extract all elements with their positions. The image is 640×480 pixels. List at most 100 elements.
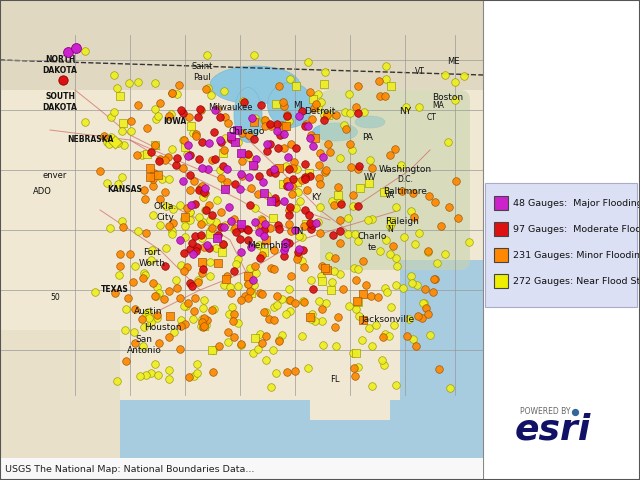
- Text: Detroit: Detroit: [304, 108, 336, 117]
- Point: [265, 140, 275, 148]
- Point: [172, 284, 182, 291]
- Point: [150, 360, 160, 368]
- Point: [430, 198, 440, 206]
- Point: [335, 216, 345, 224]
- Point: [167, 89, 177, 96]
- Point: [396, 161, 406, 168]
- Point: [216, 138, 226, 145]
- Point: [326, 278, 337, 286]
- Point: [95, 167, 105, 175]
- Text: Raleigh: Raleigh: [385, 217, 419, 227]
- Point: [282, 178, 292, 185]
- Point: [125, 117, 136, 125]
- Point: [353, 312, 364, 319]
- Point: [138, 186, 148, 193]
- Point: [185, 279, 195, 287]
- Point: [335, 240, 345, 247]
- Point: [358, 316, 368, 324]
- Point: [183, 141, 193, 148]
- Point: [125, 250, 135, 258]
- Bar: [400, 260, 483, 480]
- Point: [161, 244, 171, 252]
- Point: [308, 96, 318, 103]
- Point: [154, 289, 164, 297]
- Point: [274, 164, 284, 171]
- Point: [329, 201, 339, 209]
- Point: [287, 182, 297, 190]
- Point: [169, 328, 179, 336]
- Point: [121, 305, 131, 313]
- Point: [300, 122, 310, 130]
- Point: [207, 211, 218, 219]
- Point: [231, 260, 241, 268]
- Point: [204, 139, 214, 146]
- Point: [296, 257, 307, 265]
- Ellipse shape: [312, 123, 358, 141]
- Point: [344, 90, 354, 97]
- Point: [186, 122, 196, 130]
- Point: [381, 75, 392, 83]
- Point: [380, 92, 390, 99]
- Point: [236, 340, 246, 348]
- Point: [286, 227, 296, 235]
- Point: [335, 198, 345, 206]
- Point: [300, 175, 310, 183]
- Point: [106, 133, 116, 141]
- Point: [180, 222, 190, 230]
- Text: NEBRASKA: NEBRASKA: [67, 135, 113, 144]
- Point: [199, 243, 209, 251]
- Point: [262, 140, 272, 147]
- Point: [291, 82, 301, 89]
- Point: [164, 222, 174, 230]
- Point: [178, 178, 188, 185]
- Point: [284, 182, 294, 190]
- Bar: [0, 330, 120, 480]
- Point: [364, 324, 374, 332]
- Point: [142, 124, 152, 132]
- Point: [315, 149, 325, 156]
- Point: [284, 117, 294, 124]
- Point: [408, 213, 419, 221]
- Point: [353, 237, 363, 245]
- Point: [353, 82, 363, 90]
- Point: [390, 145, 401, 153]
- Point: [231, 228, 241, 236]
- Point: [205, 272, 215, 280]
- Point: [279, 246, 289, 253]
- Point: [419, 300, 429, 307]
- Point: [226, 132, 236, 140]
- Point: [257, 290, 268, 298]
- Point: [274, 82, 284, 90]
- Point: [229, 310, 239, 317]
- Point: [420, 286, 430, 293]
- Point: [272, 165, 282, 172]
- Point: [248, 281, 259, 289]
- Text: POWERED BY: POWERED BY: [520, 408, 570, 417]
- Point: [113, 180, 123, 188]
- Point: [147, 247, 157, 254]
- Text: Okla.
City: Okla. City: [154, 202, 177, 222]
- Point: [444, 138, 454, 146]
- Point: [319, 168, 330, 176]
- Point: [271, 127, 282, 135]
- Point: [268, 265, 278, 273]
- Point: [245, 264, 255, 272]
- Point: [234, 235, 244, 243]
- Point: [348, 202, 358, 210]
- Point: [123, 294, 133, 302]
- Point: [150, 142, 160, 149]
- Point: [228, 215, 239, 222]
- Point: [148, 211, 158, 219]
- Point: [367, 342, 377, 350]
- Text: D.C.: D.C.: [397, 176, 413, 184]
- Point: [259, 220, 269, 228]
- Point: [154, 99, 164, 107]
- Point: [299, 299, 309, 306]
- Text: Milwaukee: Milwaukee: [208, 104, 252, 112]
- Point: [193, 276, 204, 284]
- Point: [246, 289, 257, 297]
- Point: [314, 298, 324, 305]
- Point: [152, 312, 162, 319]
- Point: [195, 105, 205, 113]
- Text: Saint
Paul: Saint Paul: [191, 62, 212, 82]
